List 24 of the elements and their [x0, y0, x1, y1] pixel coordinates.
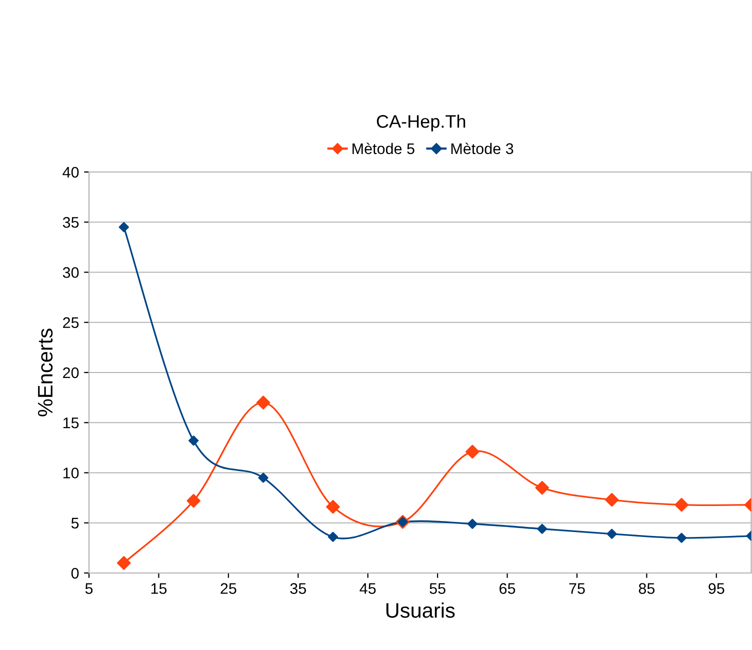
x-tick-label: 35 — [290, 583, 306, 594]
x-tick-label: 45 — [360, 583, 376, 594]
chart-title: CA-Hep.Th — [376, 114, 466, 132]
x-axis-title: Usuaris — [386, 602, 455, 618]
x-tick-label: 65 — [500, 583, 516, 594]
x-tick-label: 15 — [151, 583, 167, 594]
x-tick-label: 55 — [430, 583, 446, 594]
x-tick-label: 25 — [220, 583, 236, 594]
y-tick-label: 0 — [71, 568, 79, 579]
y-tick-label: 5 — [71, 518, 79, 529]
y-tick-label: 20 — [63, 367, 79, 378]
x-tick-label: 85 — [638, 583, 655, 594]
x-tick-label: 5 — [85, 583, 93, 594]
y-tick-label: 30 — [62, 267, 79, 278]
y-axis-title: %Encerts — [38, 328, 53, 416]
y-tick-label: 25 — [63, 317, 79, 328]
y-tick-label: 40 — [62, 166, 79, 178]
x-tick-label: 75 — [569, 583, 585, 594]
y-tick-label: 10 — [63, 468, 79, 478]
y-tick-label: 35 — [62, 216, 79, 228]
y-tick-label: 15 — [63, 418, 79, 428]
legend-label: Mètode 3 — [451, 142, 514, 154]
legend-label: Mètode 5 — [352, 142, 414, 154]
x-tick-label: 95 — [708, 583, 724, 594]
